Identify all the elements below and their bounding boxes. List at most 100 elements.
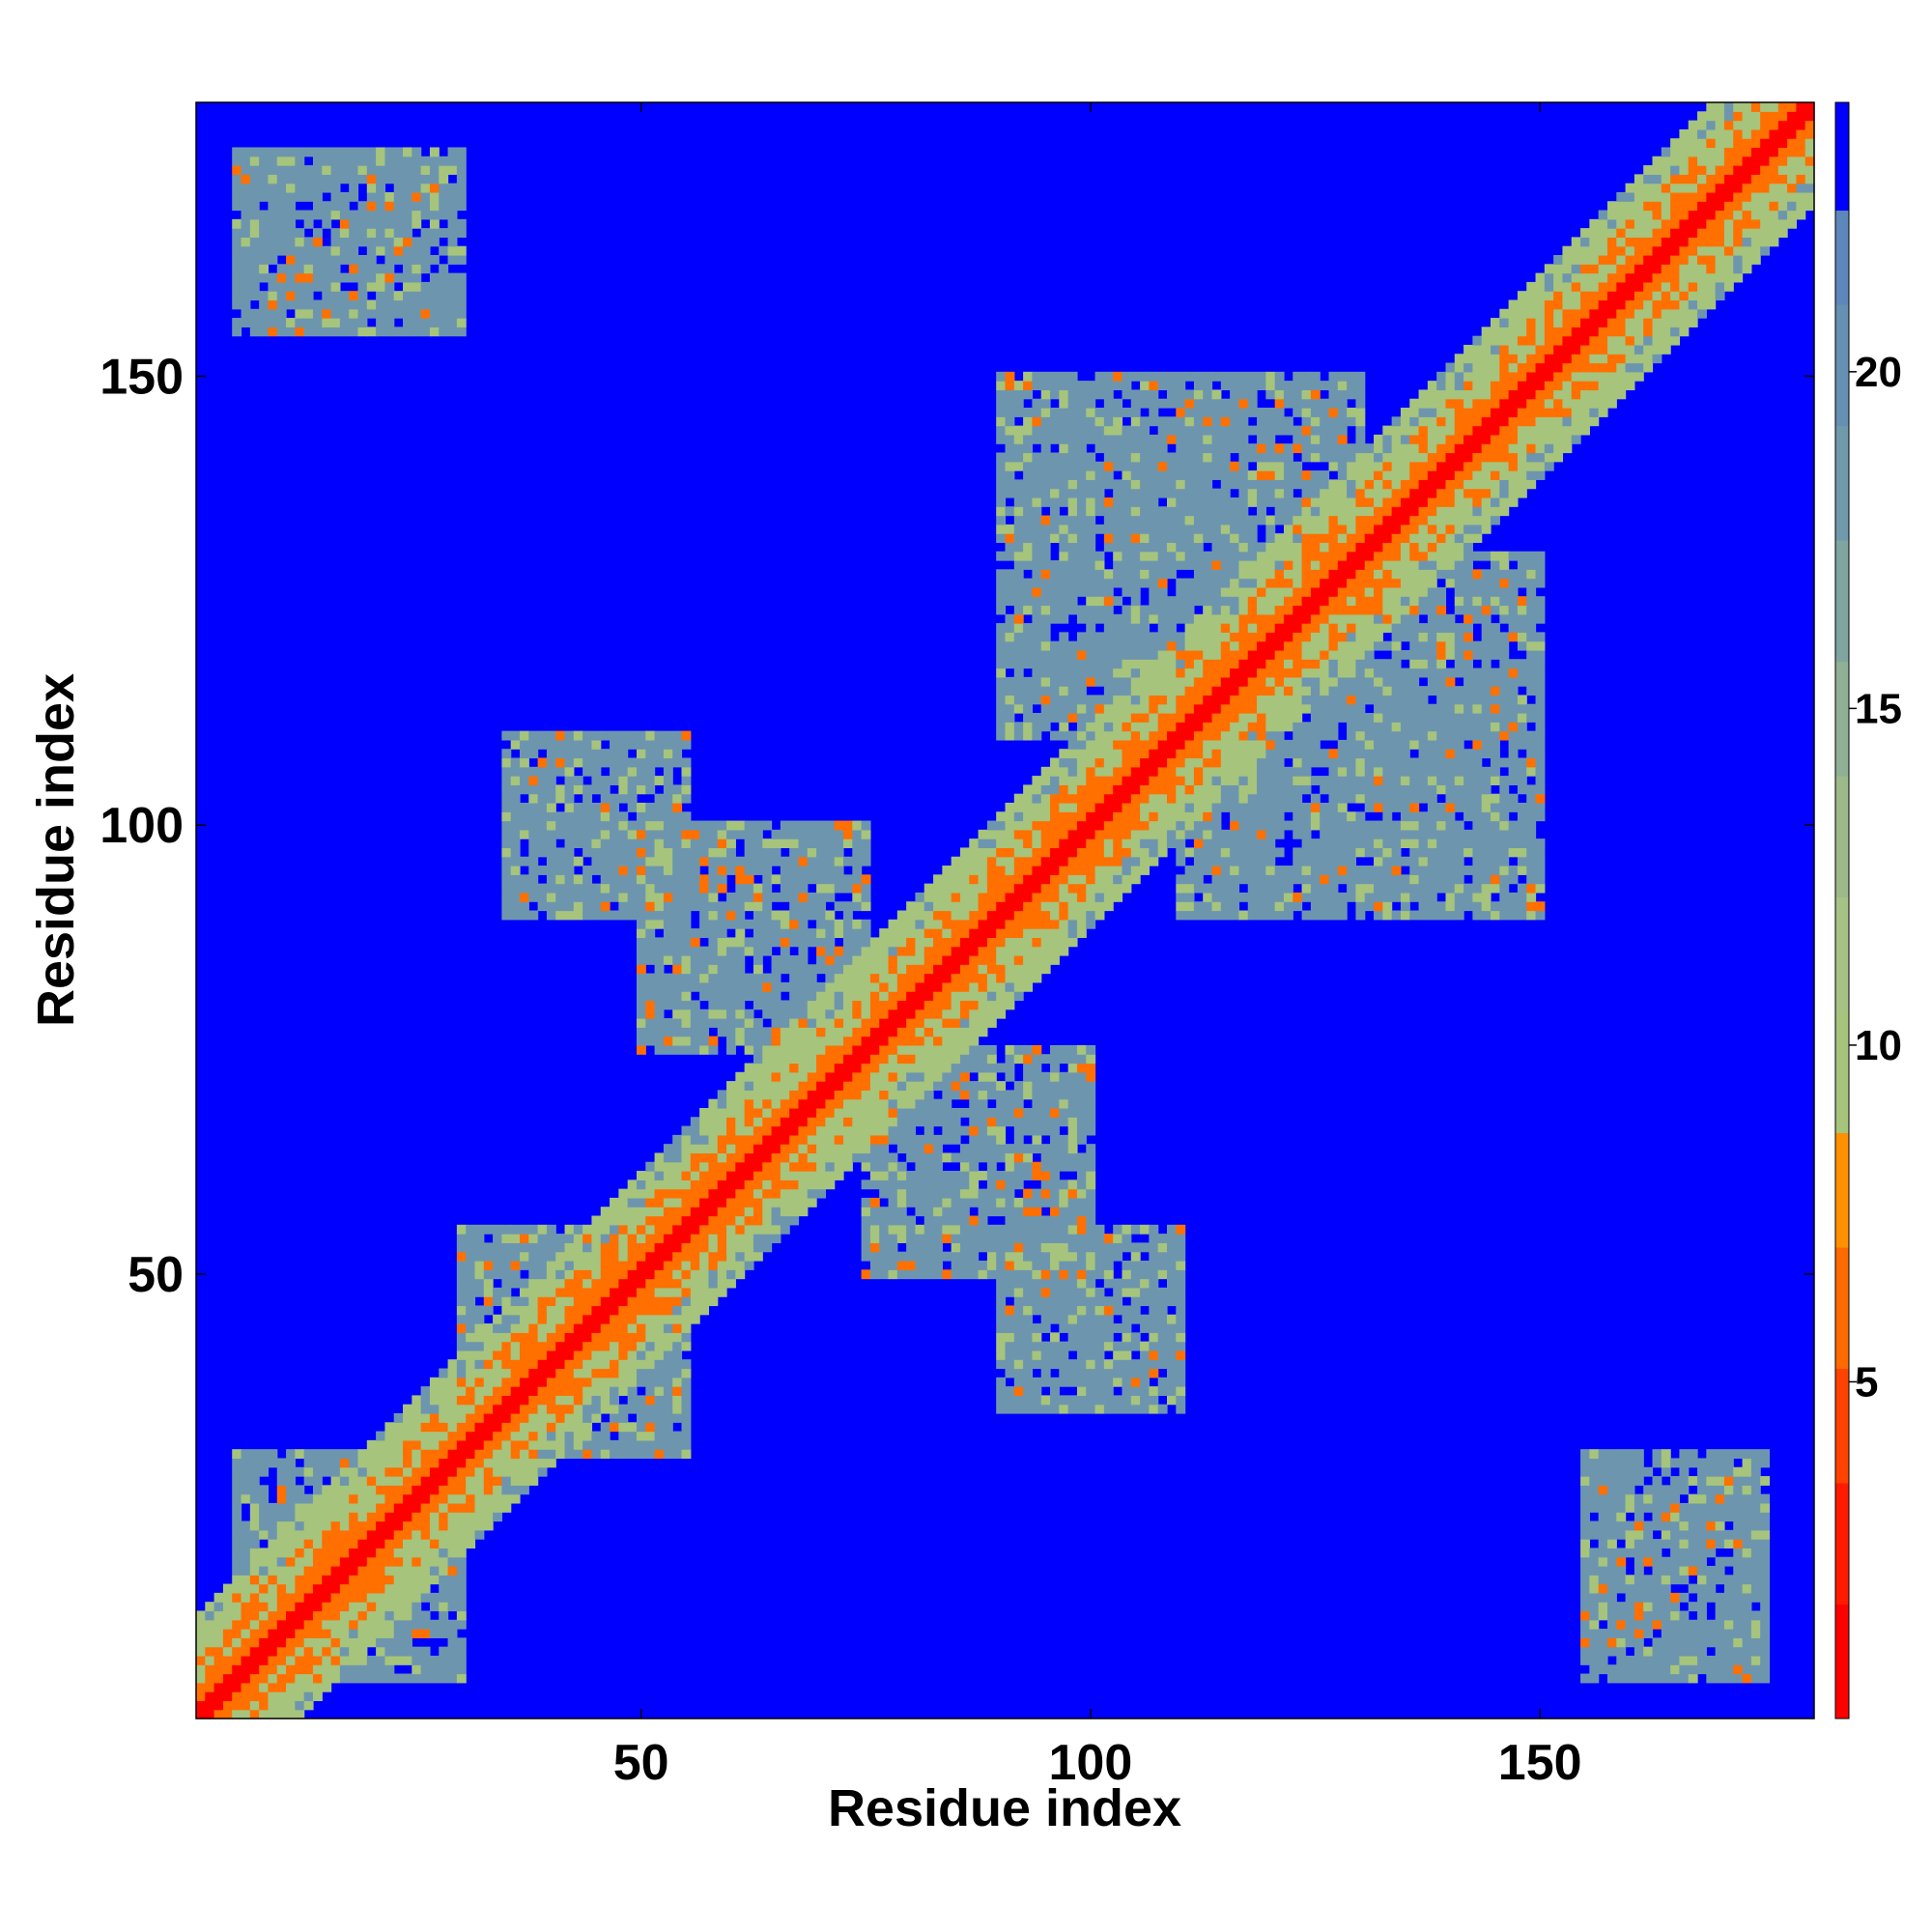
heatmap-cell — [888, 1260, 898, 1270]
heatmap-cell — [303, 1637, 314, 1648]
heatmap-cell — [996, 515, 1007, 526]
heatmap-cell — [232, 1512, 242, 1522]
heatmap-cell — [636, 1234, 646, 1243]
heatmap-cell — [1059, 1341, 1069, 1351]
heatmap-cell — [1013, 1395, 1024, 1406]
heatmap-cell — [439, 1629, 449, 1638]
heatmap-cell — [393, 1548, 404, 1558]
heatmap-cell — [582, 1350, 593, 1360]
heatmap-cell — [1032, 1386, 1042, 1396]
heatmap-cell — [906, 1242, 917, 1253]
heatmap-cell — [726, 954, 736, 965]
heatmap-cell — [412, 327, 422, 337]
heatmap-cell — [852, 874, 863, 885]
heatmap-cell — [1076, 381, 1087, 391]
heatmap-cell — [969, 1000, 980, 1010]
heatmap-cell — [645, 1368, 656, 1378]
heatmap-cell — [681, 874, 692, 885]
heatmap-cell — [1050, 461, 1060, 471]
heatmap-cell — [241, 183, 251, 193]
heatmap-cell — [636, 1251, 646, 1262]
heatmap-cell — [501, 1287, 512, 1297]
heatmap-cell — [412, 1664, 422, 1675]
heatmap-cell — [1013, 1161, 1024, 1172]
heatmap-cell — [816, 1134, 826, 1145]
heatmap-cell — [555, 866, 566, 875]
heatmap-cell — [807, 1090, 817, 1100]
heatmap-cell — [213, 1655, 224, 1665]
heatmap-cell — [942, 1197, 952, 1208]
heatmap-cell — [942, 883, 952, 894]
heatmap-cell — [923, 1242, 934, 1253]
heatmap-cell — [384, 1646, 395, 1657]
heatmap-cell — [717, 1234, 727, 1243]
heatmap-cell — [1040, 1305, 1051, 1316]
heatmap-cell — [1067, 1179, 1078, 1190]
heatmap-cell — [528, 883, 539, 894]
heatmap-cell — [546, 820, 556, 831]
heatmap-cell — [528, 784, 539, 795]
heatmap-cell — [708, 1098, 719, 1109]
heatmap-cell — [349, 1575, 359, 1585]
heatmap-cell — [357, 318, 368, 327]
heatmap-cell — [690, 838, 700, 849]
heatmap-cell — [249, 165, 260, 175]
heatmap-cell — [618, 1368, 629, 1378]
heatmap-cell — [276, 1548, 287, 1558]
heatmap-cell — [996, 1332, 1007, 1343]
heatmap-cell — [564, 829, 575, 839]
heatmap-cell — [232, 1458, 242, 1468]
heatmap-cell — [483, 1431, 494, 1441]
heatmap-cell — [249, 1449, 260, 1460]
heatmap-cell — [807, 1152, 817, 1163]
heatmap-cell — [349, 1610, 359, 1621]
heatmap-cell — [303, 210, 314, 220]
heatmap-cell — [996, 434, 1007, 444]
heatmap-cell — [1050, 524, 1060, 534]
heatmap-cell — [510, 892, 521, 902]
heatmap-cell — [672, 973, 683, 983]
heatmap-cell — [663, 892, 673, 902]
heatmap-cell — [735, 866, 746, 875]
heatmap-cell — [610, 1449, 619, 1460]
heatmap-cell — [717, 1107, 727, 1118]
heatmap-cell — [879, 954, 890, 965]
heatmap-cell — [474, 1314, 485, 1324]
heatmap-cell — [681, 1161, 692, 1172]
heatmap-cell — [708, 1242, 719, 1253]
heatmap-cell — [439, 1673, 449, 1684]
heatmap-cell — [654, 954, 665, 965]
heatmap-cell — [528, 892, 539, 902]
heatmap-cell — [969, 928, 980, 938]
heatmap-cell — [735, 1036, 746, 1046]
heatmap-cell — [923, 1269, 934, 1280]
heatmap-cell — [196, 1664, 206, 1675]
heatmap-cell — [708, 1009, 719, 1019]
heatmap-cell — [330, 165, 341, 175]
heatmap-cell — [439, 1412, 449, 1423]
heatmap-cell — [393, 218, 404, 229]
heatmap-cell — [959, 928, 970, 938]
heatmap-cell — [996, 1395, 1007, 1406]
heatmap-cell — [600, 811, 611, 822]
heatmap-cell — [663, 1422, 673, 1433]
heatmap-cell — [456, 1520, 467, 1531]
heatmap-cell — [681, 1368, 692, 1378]
heatmap-cell — [672, 866, 683, 875]
heatmap-cell — [672, 1242, 683, 1253]
heatmap-cell — [610, 1314, 619, 1324]
heatmap-cell — [969, 991, 980, 1002]
heatmap-cell — [501, 838, 512, 849]
heatmap-cell — [717, 829, 727, 839]
heatmap-cell — [276, 1592, 287, 1603]
heatmap-cell — [959, 1251, 970, 1262]
heatmap-cell — [969, 892, 980, 902]
heatmap-cell — [339, 318, 350, 327]
heatmap-cell — [969, 1215, 980, 1226]
heatmap-cell — [546, 1323, 556, 1333]
heatmap-cell — [1040, 416, 1051, 427]
heatmap-cell — [986, 1224, 997, 1235]
heatmap-cell — [276, 1512, 287, 1522]
heatmap-cell — [807, 1000, 817, 1010]
heatmap-cell — [268, 1691, 278, 1702]
